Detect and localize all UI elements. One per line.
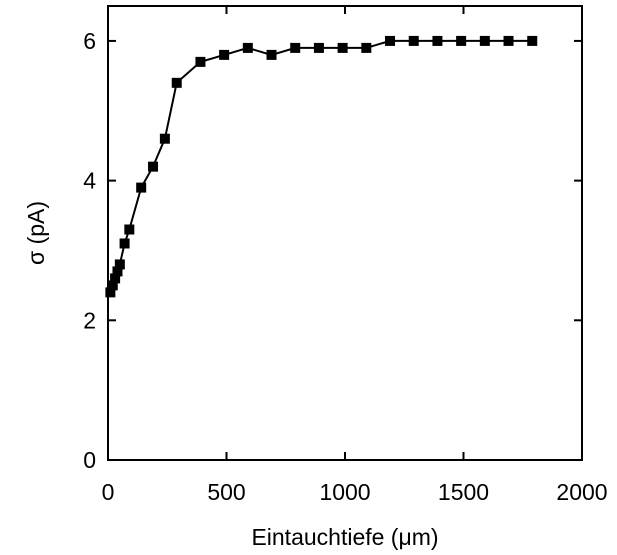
data-point: [479, 35, 490, 46]
data-point: [527, 35, 538, 46]
x-tick-label: 1500: [438, 479, 489, 505]
x-tick-label: 0: [102, 479, 115, 505]
data-point: [242, 42, 253, 53]
x-axis-ticks: 0 500 1000 1500 2000: [102, 6, 608, 505]
data-point: [219, 49, 230, 60]
data-point: [171, 77, 182, 88]
data-point: [110, 273, 121, 284]
data-point: [456, 35, 467, 46]
data-point: [361, 42, 372, 53]
data-point: [313, 42, 324, 53]
data-point: [124, 224, 135, 235]
data-point: [112, 266, 123, 277]
data-point: [195, 56, 206, 67]
x-tick-label: 500: [207, 479, 245, 505]
data-point: [114, 259, 125, 270]
data-point: [136, 182, 147, 193]
y-tick-label: 0: [83, 447, 96, 473]
y-tick-label: 6: [83, 28, 96, 54]
data-point: [408, 35, 419, 46]
x-axis-title: Eintauchtiefe (μm): [251, 524, 438, 550]
data-point: [266, 49, 277, 60]
data-point: [105, 287, 116, 298]
y-tick-label: 4: [83, 168, 96, 194]
plot-frame: [107, 5, 583, 461]
data-point: [107, 280, 118, 291]
data-markers: [105, 35, 538, 298]
data-point: [148, 161, 159, 172]
data-point: [385, 35, 396, 46]
y-axis-ticks: 0 2 4 6: [83, 28, 582, 473]
data-point: [290, 42, 301, 53]
x-tick-label: 2000: [556, 479, 607, 505]
x-tick-label: 1000: [319, 479, 370, 505]
data-point: [159, 133, 170, 144]
data-point: [119, 238, 130, 249]
y-tick-label: 2: [83, 307, 96, 333]
data-point: [503, 35, 514, 46]
data-point: [432, 35, 443, 46]
y-axis-title: σ (pA): [23, 201, 49, 265]
data-point: [337, 42, 348, 53]
